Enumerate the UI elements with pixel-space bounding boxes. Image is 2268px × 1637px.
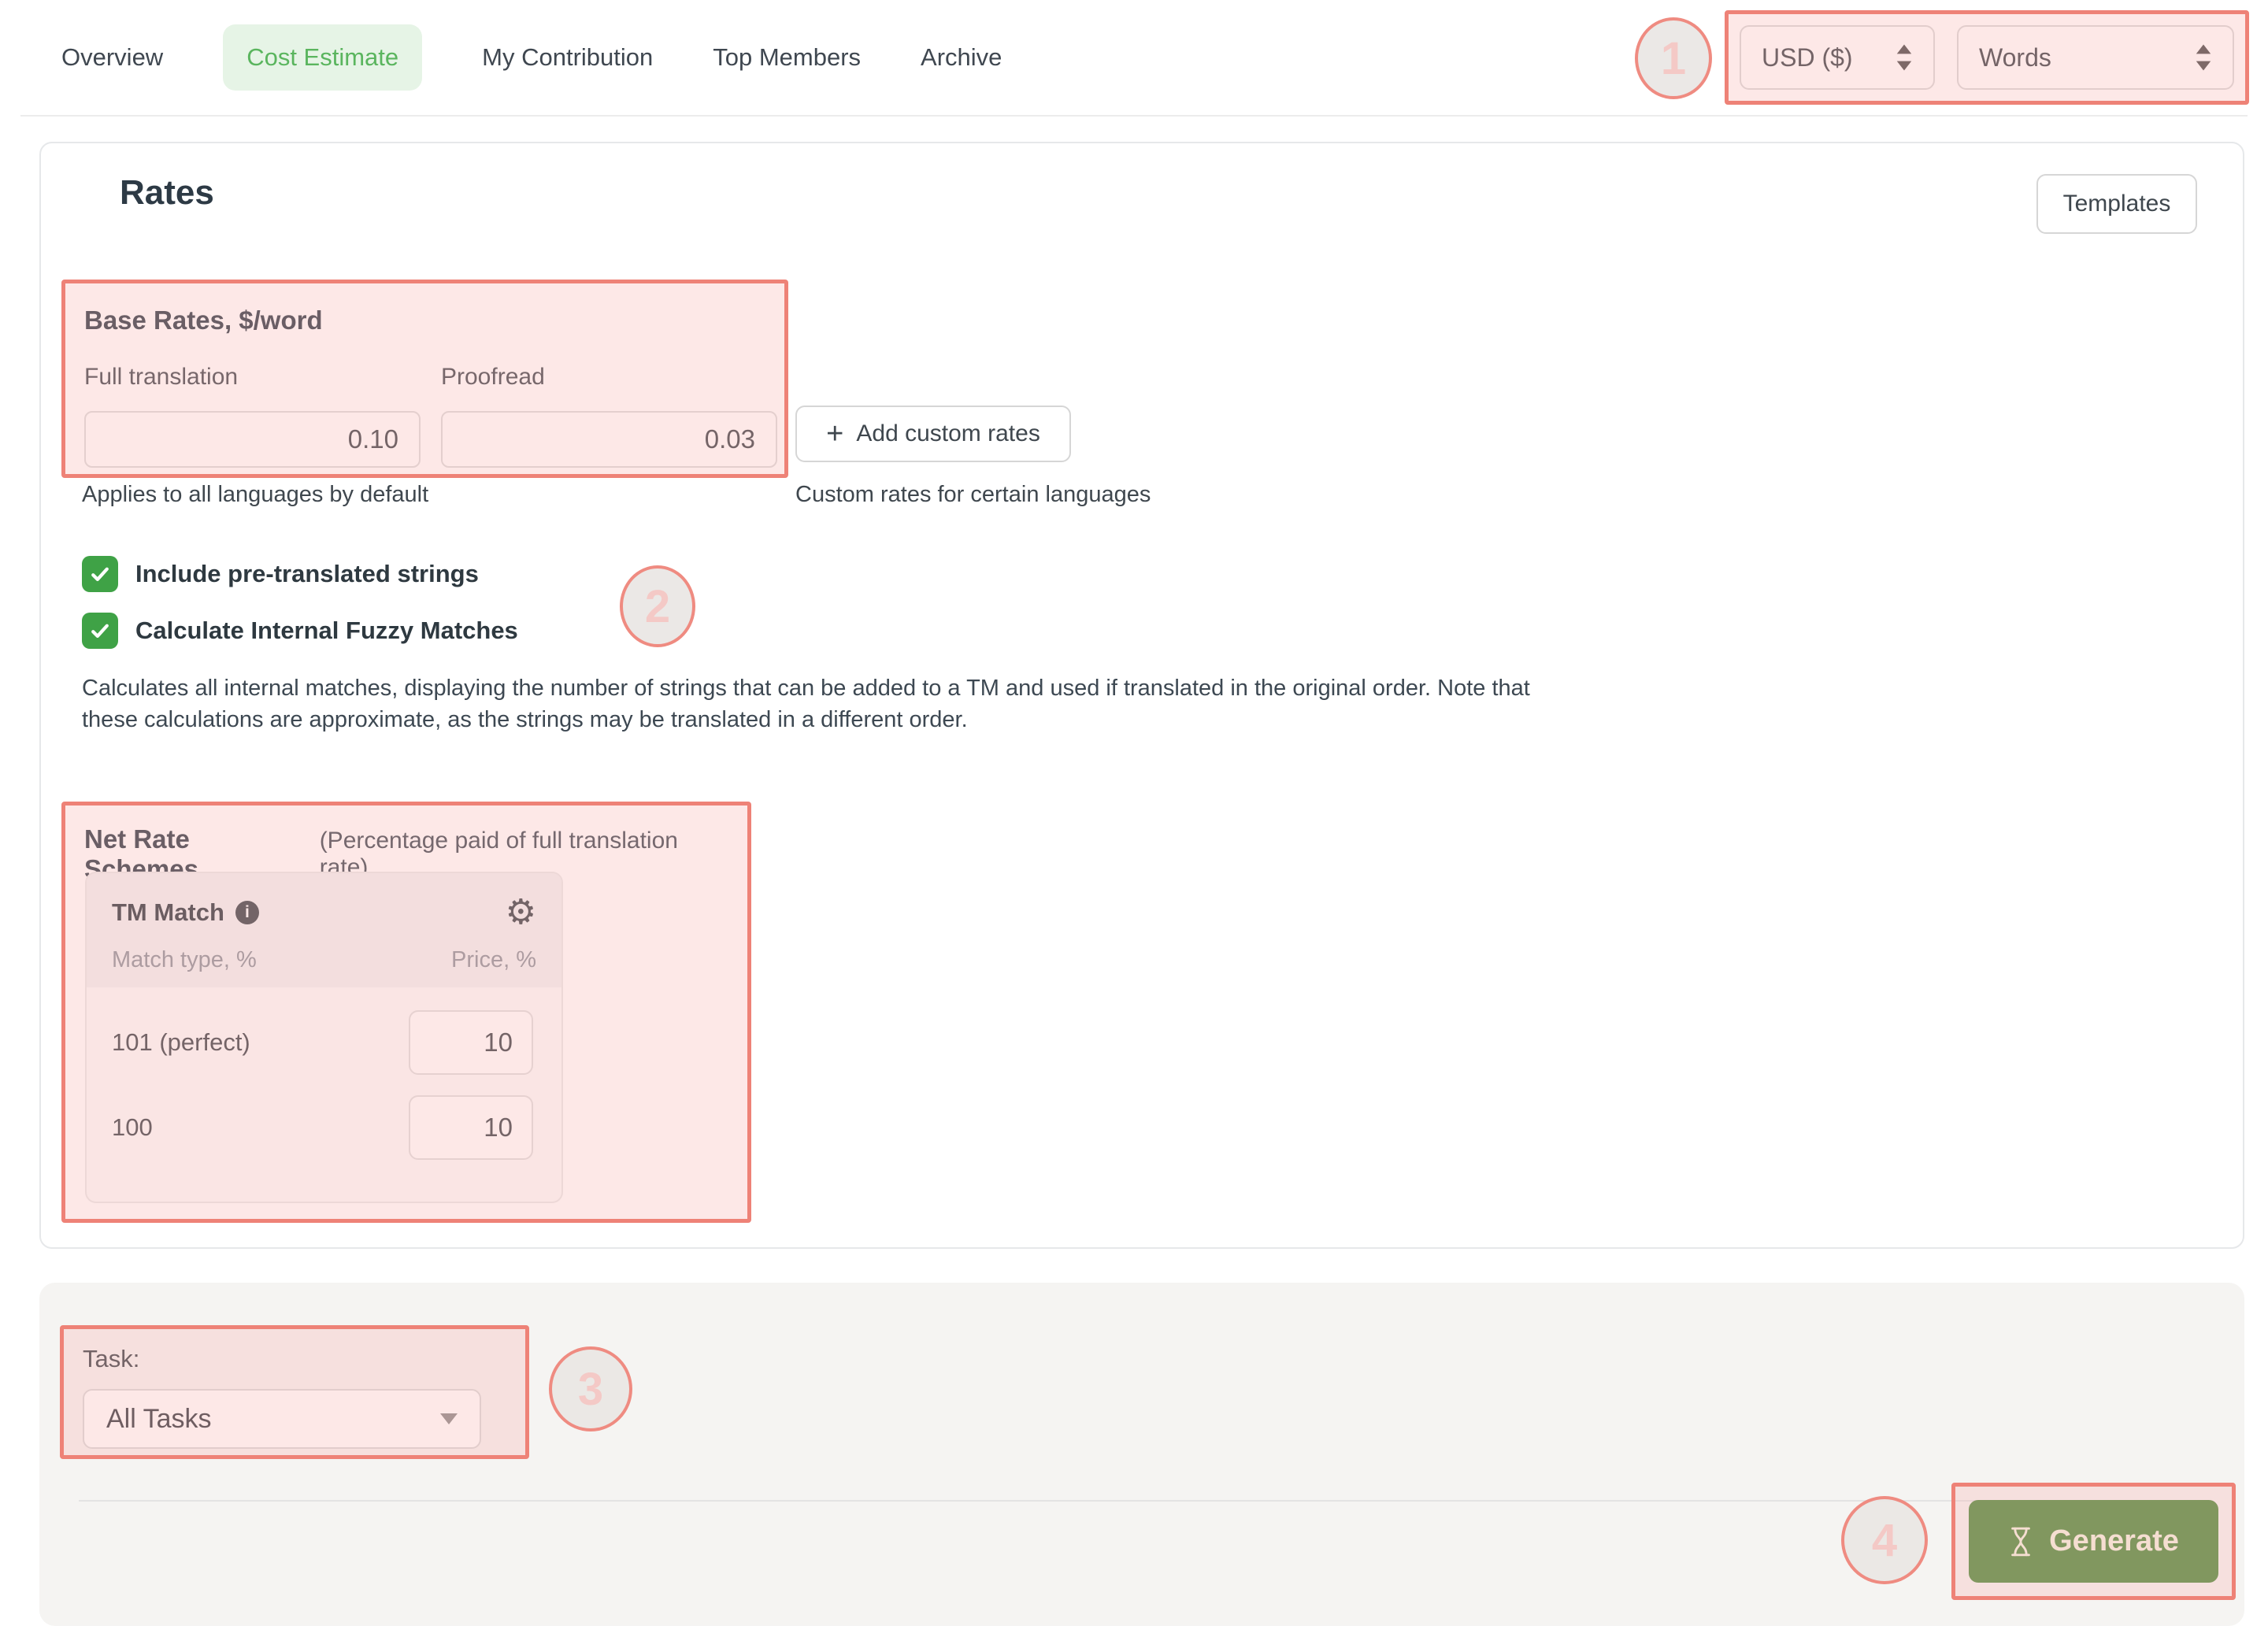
hourglass-icon [2008,1525,2033,1558]
add-custom-rates-label: Add custom rates [856,420,1040,446]
tm-match-row-101-label: 101 (perfect) [112,1028,250,1056]
annotation-step-2: 2 [620,565,695,647]
annotation-step-1: 1 [1635,17,1712,99]
gear-icon[interactable]: ⚙ [505,892,536,932]
full-translation-label: Full translation [84,364,239,390]
select-updown-icon [2195,44,2212,71]
tab-archive[interactable]: Archive [921,43,1002,71]
units-select[interactable]: Words [1957,25,2234,90]
annotation-step-3: 3 [549,1346,632,1431]
units-select-value: Words [1979,43,2051,72]
tab-top-members[interactable]: Top Members [713,43,862,71]
panel-divider [79,1500,2202,1502]
tm-match-row-100-price-input[interactable] [409,1095,533,1160]
tm-match-row-101-price-input[interactable] [409,1010,533,1075]
add-custom-rates-button[interactable]: + Add custom rates [795,406,1071,462]
nav-right-controls: USD ($) Words [1725,10,2249,105]
base-rates-title: Base Rates, $/word [84,306,323,335]
annotation-step-4: 4 [1841,1496,1928,1584]
task-select-value: All Tasks [106,1403,212,1434]
checkbox-checked-icon[interactable] [82,613,118,649]
nav-divider [20,115,2248,117]
tm-price-column-header: Price, % [451,947,536,972]
base-rates-fields: Full translation Proofread [84,364,777,468]
annotation-box-generate: Generate [1951,1483,2236,1600]
fuzzy-matches-description: Calculates all internal matches, display… [82,676,1530,733]
annotation-box-base-rates: Base Rates, $/word Full translation Proo… [61,280,788,478]
currency-select[interactable]: USD ($) [1740,25,1935,90]
generate-panel: Task: All Tasks Generate [39,1283,2244,1626]
generate-button[interactable]: Generate [1969,1500,2218,1583]
tab-overview[interactable]: Overview [61,43,164,71]
checkbox-checked-icon[interactable] [82,556,118,592]
annotation-box-selectors: USD ($) Words [1725,10,2249,105]
full-translation-field: Full translation [84,364,421,468]
templates-button[interactable]: Templates [2036,174,2197,234]
rates-card: Rates Templates Base Rates, $/word Full … [39,142,2244,1249]
tm-match-title: TM Match [112,898,224,926]
tab-my-contribution[interactable]: My Contribution [482,43,654,71]
info-icon[interactable] [235,901,259,924]
annotation-box-net-rate-schemes: Net Rate Schemes (Percentage paid of ful… [61,802,751,1223]
tm-match-row-101: 101 (perfect) [112,1009,533,1076]
tab-bar: Overview Cost Estimate My Contribution T… [61,24,1002,91]
annotation-box-task: Task: All Tasks [60,1325,529,1459]
generate-button-label: Generate [2049,1524,2179,1557]
option-pretranslated-row: Include pre-translated strings [82,556,479,592]
tm-match-header: TM Match ⚙ Match type, % Price, % [87,873,561,987]
proofread-input[interactable] [441,411,777,468]
proofread-field: Proofread [441,364,777,468]
tm-match-type-column-header: Match type, % [112,947,257,972]
net-rate-schemes-subtitle: (Percentage paid of full translation rat… [319,828,678,880]
full-translation-input[interactable] [84,411,421,468]
option-fuzzy-row: Calculate Internal Fuzzy Matches [82,613,518,649]
top-navigation: Overview Cost Estimate My Contribution T… [0,0,2268,115]
net-rate-schemes-header: Net Rate Schemes (Percentage paid of ful… [84,824,728,884]
tm-match-card: TM Match ⚙ Match type, % Price, % 101 (p… [85,872,563,1203]
task-select[interactable]: All Tasks [83,1389,481,1449]
task-label: Task: [83,1345,140,1372]
rates-card-title: Rates [120,173,214,212]
net-rate-schemes-title: Net Rate Schemes [84,824,198,883]
tm-match-row-100: 100 [112,1094,533,1161]
chevron-down-icon [440,1413,458,1424]
select-updown-icon [1896,44,1913,71]
option-fuzzy-label: Calculate Internal Fuzzy Matches [135,617,518,644]
plus-icon: + [826,417,844,450]
tab-cost-estimate[interactable]: Cost Estimate [223,24,423,91]
option-pretranslated-label: Include pre-translated strings [135,560,479,587]
tm-match-row-100-label: 100 [112,1113,153,1141]
base-rates-helper-text: Applies to all languages by default [82,482,429,507]
proofread-label: Proofread [441,364,545,390]
currency-select-value: USD ($) [1762,43,1853,72]
custom-rates-helper-text: Custom rates for certain languages [795,482,1151,507]
